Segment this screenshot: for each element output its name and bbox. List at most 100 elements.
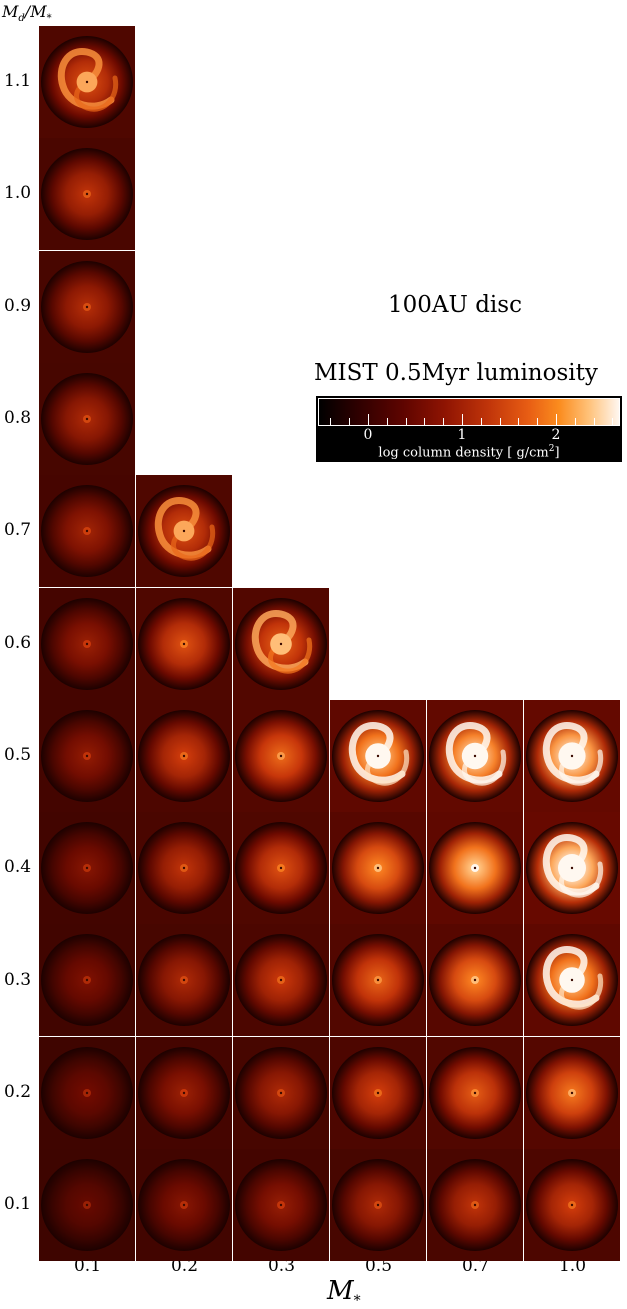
central-star <box>279 979 283 982</box>
central-star <box>376 979 380 982</box>
disc-panel <box>136 812 232 925</box>
colorbar-minor-tick <box>537 418 539 426</box>
central-star <box>182 754 186 757</box>
disc-panel <box>39 26 135 138</box>
disc-panel <box>39 812 135 925</box>
row-label: 0.3 <box>4 969 32 990</box>
colorbar-minor-tick <box>593 418 595 426</box>
column-label: 1.0 <box>558 1256 587 1276</box>
colorbar-minor-tick <box>405 418 407 426</box>
central-star <box>182 1203 186 1207</box>
disc-panel <box>330 812 426 925</box>
disc-panel <box>524 699 620 812</box>
disc-panel <box>330 1149 426 1261</box>
disc-panel <box>233 699 329 812</box>
spiral-arm <box>171 524 216 561</box>
central-star <box>85 642 89 645</box>
central-star <box>570 1091 574 1094</box>
central-star <box>376 866 380 870</box>
colorbar-major-tick <box>462 414 463 426</box>
colorbar-minor-tick <box>518 418 520 426</box>
central-star <box>85 529 89 533</box>
central-star <box>279 1203 283 1207</box>
disc-panel <box>136 699 232 812</box>
x-axis-title: M* <box>327 1276 361 1309</box>
colorbar-major-tick <box>556 414 557 426</box>
row-label: 0.4 <box>4 857 32 878</box>
disc-panel <box>524 924 620 1037</box>
disc-panel <box>39 1036 135 1149</box>
central-star <box>376 754 380 757</box>
column-label: 0.1 <box>73 1256 102 1276</box>
central-star <box>279 866 283 870</box>
colorbar-tick-label: 2 <box>551 427 561 443</box>
disc-panel <box>39 924 135 1037</box>
disc-panel <box>233 1036 329 1149</box>
central-star <box>570 866 574 870</box>
disc-panel <box>136 1149 232 1261</box>
central-star <box>85 1203 89 1207</box>
central-star <box>570 979 574 982</box>
disc-panel <box>39 138 135 251</box>
colorbar-minor-tick <box>330 418 332 426</box>
central-star <box>473 1203 477 1207</box>
central-star <box>279 642 283 645</box>
row-label: 0.9 <box>4 295 32 316</box>
central-star <box>85 979 89 982</box>
disc-panel <box>427 1149 523 1261</box>
disc-panel <box>233 1149 329 1261</box>
row-label: 0.6 <box>4 632 32 653</box>
model-annotation: MIST 0.5Myr luminosity <box>314 360 598 386</box>
central-star <box>182 866 186 870</box>
disc-panel <box>39 362 135 475</box>
column-label: 0.2 <box>170 1256 199 1276</box>
colorbar-minor-tick <box>499 418 501 426</box>
colorbar-label: log column density [ g/cm2] <box>378 444 560 461</box>
disc-panel <box>524 1036 620 1149</box>
colorbar: 0 1 2 log column density [ g/cm2] <box>316 396 622 462</box>
colorbar-tick-label: 1 <box>457 427 467 443</box>
disc-panel <box>39 250 135 363</box>
disc-size-annotation: 100AU disc <box>388 292 522 318</box>
central-star <box>473 866 477 870</box>
central-star <box>376 1203 380 1207</box>
disc-panel <box>524 1149 620 1261</box>
colorbar-minor-tick <box>349 418 351 426</box>
column-label: 0.3 <box>267 1256 296 1276</box>
central-star <box>570 1203 574 1207</box>
colorbar-minor-tick <box>424 418 426 426</box>
colorbar-tick-label: 0 <box>363 427 373 443</box>
row-label: 0.7 <box>4 520 32 541</box>
central-star <box>85 1091 89 1094</box>
central-star <box>473 754 477 757</box>
y-axis-title: Md/M* <box>2 2 52 25</box>
colorbar-minor-tick <box>443 418 445 426</box>
disc-panel <box>330 699 426 812</box>
central-star <box>85 305 89 308</box>
disc-panel <box>39 475 135 588</box>
central-star <box>473 979 477 982</box>
central-star <box>85 866 89 870</box>
disc-panel <box>39 699 135 812</box>
row-label: 0.8 <box>4 408 32 429</box>
disc-panel <box>233 924 329 1037</box>
central-star <box>376 1091 380 1094</box>
central-star <box>85 193 89 196</box>
disc-panel <box>136 1036 232 1149</box>
central-star <box>85 417 89 421</box>
row-label: 0.1 <box>4 1194 32 1215</box>
colorbar-minor-tick <box>386 418 388 426</box>
central-star <box>182 642 186 645</box>
colorbar-major-tick <box>368 414 369 426</box>
disc-panel <box>136 924 232 1037</box>
central-star <box>182 1091 186 1094</box>
spiral-arm <box>74 75 119 112</box>
disc-panel <box>39 587 135 700</box>
row-label: 1.0 <box>4 183 32 204</box>
central-star <box>279 1091 283 1094</box>
central-star <box>85 754 89 757</box>
disc-panel <box>524 812 620 925</box>
colorbar-minor-tick <box>480 418 482 426</box>
disc-panel <box>233 587 329 700</box>
central-star <box>473 1091 477 1094</box>
